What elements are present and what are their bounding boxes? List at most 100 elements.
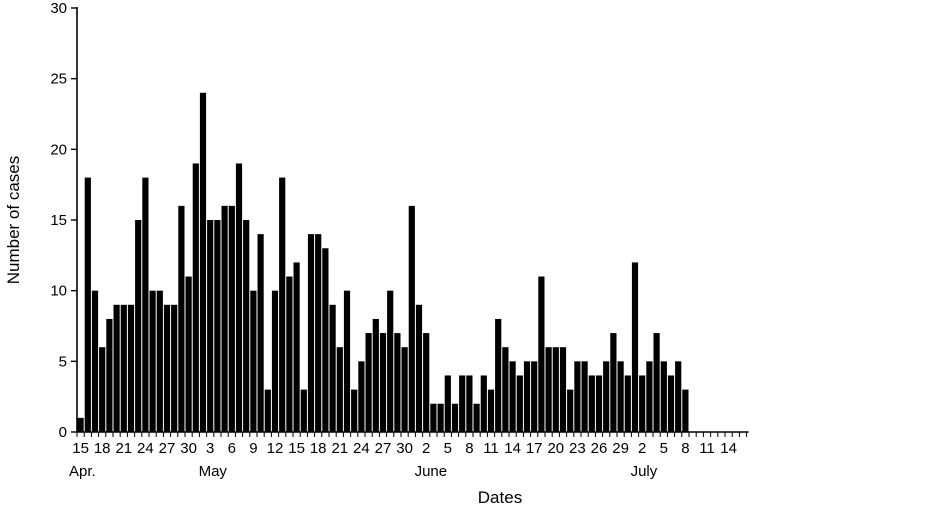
- bar-jul-8: [682, 389, 689, 432]
- bar-may-15: [293, 262, 300, 432]
- bar-apr-24: [142, 177, 149, 432]
- x-tick-label: 2: [422, 440, 430, 457]
- x-tick-label: 15: [288, 440, 305, 457]
- x-axis-title: Dates: [478, 488, 522, 507]
- y-tick-label: 10: [50, 283, 67, 300]
- bar-apr-25: [149, 290, 156, 432]
- bar-jun-25: [588, 375, 595, 432]
- bar-may-26: [372, 318, 379, 432]
- bar-may-21: [336, 347, 343, 432]
- bar-jun-14: [509, 361, 516, 432]
- bar-may-11: [264, 389, 271, 432]
- bar-apr-20: [113, 304, 120, 432]
- bar-jun-12: [495, 318, 502, 432]
- x-tick-label: 27: [375, 440, 392, 457]
- x-tick-label: 5: [444, 440, 452, 457]
- bar-may-30: [401, 347, 408, 432]
- bar-may-1: [192, 163, 199, 432]
- x-tick-label: 26: [591, 440, 608, 457]
- x-tick-label: 11: [699, 440, 715, 457]
- bar-may-9: [250, 290, 257, 432]
- x-tick-label: 23: [569, 440, 586, 457]
- bars-group: [77, 92, 689, 433]
- bar-may-23: [351, 389, 358, 432]
- bar-jul-2: [639, 375, 646, 432]
- y-tick-label: 0: [59, 424, 67, 441]
- bar-jun-29: [617, 361, 624, 432]
- bar-jul-4: [653, 333, 660, 432]
- bar-jun-5: [444, 375, 451, 432]
- bar-apr-29: [178, 205, 185, 432]
- bar-may-12: [271, 290, 279, 432]
- x-tick-label: 14: [504, 440, 521, 457]
- bar-apr-27: [163, 304, 171, 432]
- bar-apr-23: [135, 220, 142, 432]
- x-tick-label: 30: [396, 440, 413, 457]
- y-tick-label: 20: [50, 141, 67, 158]
- bar-jul-6: [667, 375, 675, 432]
- bar-jun-1: [415, 304, 423, 432]
- x-tick-label: 24: [137, 440, 154, 457]
- bar-apr-30: [185, 276, 192, 432]
- bar-jun-21: [559, 347, 567, 432]
- bar-may-29: [394, 333, 401, 432]
- x-tick-label: 14: [720, 440, 737, 457]
- bar-apr-16: [84, 177, 91, 432]
- x-tick-label: 5: [660, 440, 668, 457]
- x-tick-label: 21: [331, 440, 348, 457]
- bar-may-17: [307, 234, 315, 432]
- y-tick-label: 5: [59, 353, 67, 370]
- bar-may-5: [221, 205, 228, 432]
- x-tick-label: 20: [547, 440, 564, 457]
- bar-may-3: [207, 220, 214, 432]
- bar-may-6: [228, 205, 235, 432]
- bar-jun-2: [423, 333, 430, 432]
- bar-may-14: [286, 276, 293, 432]
- bar-jun-15: [516, 375, 523, 432]
- x-tick-label: 12: [267, 440, 284, 457]
- x-tick-label: 8: [465, 440, 473, 457]
- x-tick-label: 18: [94, 440, 111, 457]
- bar-may-28: [387, 290, 394, 432]
- bar-may-4: [214, 220, 221, 432]
- bar-apr-19: [106, 318, 113, 432]
- bar-jun-6: [451, 403, 459, 432]
- x-tick-label: 29: [612, 440, 629, 457]
- bar-jun-4: [437, 403, 444, 432]
- x-tick-label: 30: [180, 440, 197, 457]
- y-axis-title: Number of cases: [4, 156, 23, 285]
- bar-jun-30: [624, 375, 631, 432]
- month-label: Apr.: [69, 463, 96, 480]
- bar-jun-24: [581, 361, 588, 432]
- bar-may-31: [408, 205, 415, 432]
- bar-may-20: [329, 304, 336, 432]
- bar-jun-18: [538, 276, 545, 432]
- bar-apr-26: [156, 290, 163, 432]
- bar-may-13: [279, 177, 286, 432]
- bar-jun-19: [545, 347, 552, 432]
- bar-jun-10: [480, 375, 487, 432]
- bar-may-16: [300, 389, 307, 432]
- bar-jun-11: [487, 389, 495, 432]
- bar-apr-15: [77, 417, 84, 432]
- x-tick-label: 9: [249, 440, 257, 457]
- bar-may-8: [243, 220, 250, 432]
- bar-jun-3: [430, 403, 437, 432]
- bar-jun-23: [574, 361, 581, 432]
- month-label: July: [631, 463, 658, 480]
- bar-may-18: [315, 234, 322, 432]
- bar-apr-21: [120, 304, 127, 432]
- x-tick-label: 24: [353, 440, 370, 457]
- bar-jun-17: [531, 361, 538, 432]
- bar-jun-22: [567, 389, 574, 432]
- y-tick-label: 25: [50, 71, 67, 88]
- bar-may-7: [235, 163, 243, 432]
- bar-jun-9: [473, 403, 480, 432]
- bar-jun-27: [603, 361, 610, 432]
- x-tick-label: 15: [72, 440, 89, 457]
- bar-jun-8: [466, 375, 473, 432]
- bar-jul-5: [660, 361, 667, 432]
- bar-jun-20: [552, 347, 559, 432]
- x-tick-label: 18: [310, 440, 327, 457]
- x-tick-label: 11: [483, 440, 499, 457]
